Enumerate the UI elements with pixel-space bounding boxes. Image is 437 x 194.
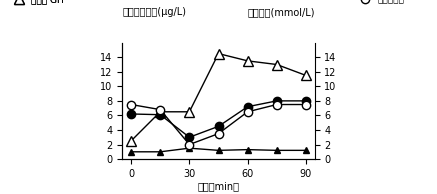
X-axis label: 时间（min）: 时间（min） — [198, 182, 239, 192]
Legend: GHD 患者 GH, 健康人 GH: GHD 患者 GH, 健康人 GH — [7, 0, 86, 8]
Text: 生长激素浓度(μg/L): 生长激素浓度(μg/L) — [122, 7, 186, 17]
Legend: GHD 患者血糖, 健康人血糖: GHD 患者血糖, 健康人血糖 — [353, 0, 426, 8]
Text: 血糖浓度(mmol/L): 血糖浓度(mmol/L) — [247, 7, 315, 17]
